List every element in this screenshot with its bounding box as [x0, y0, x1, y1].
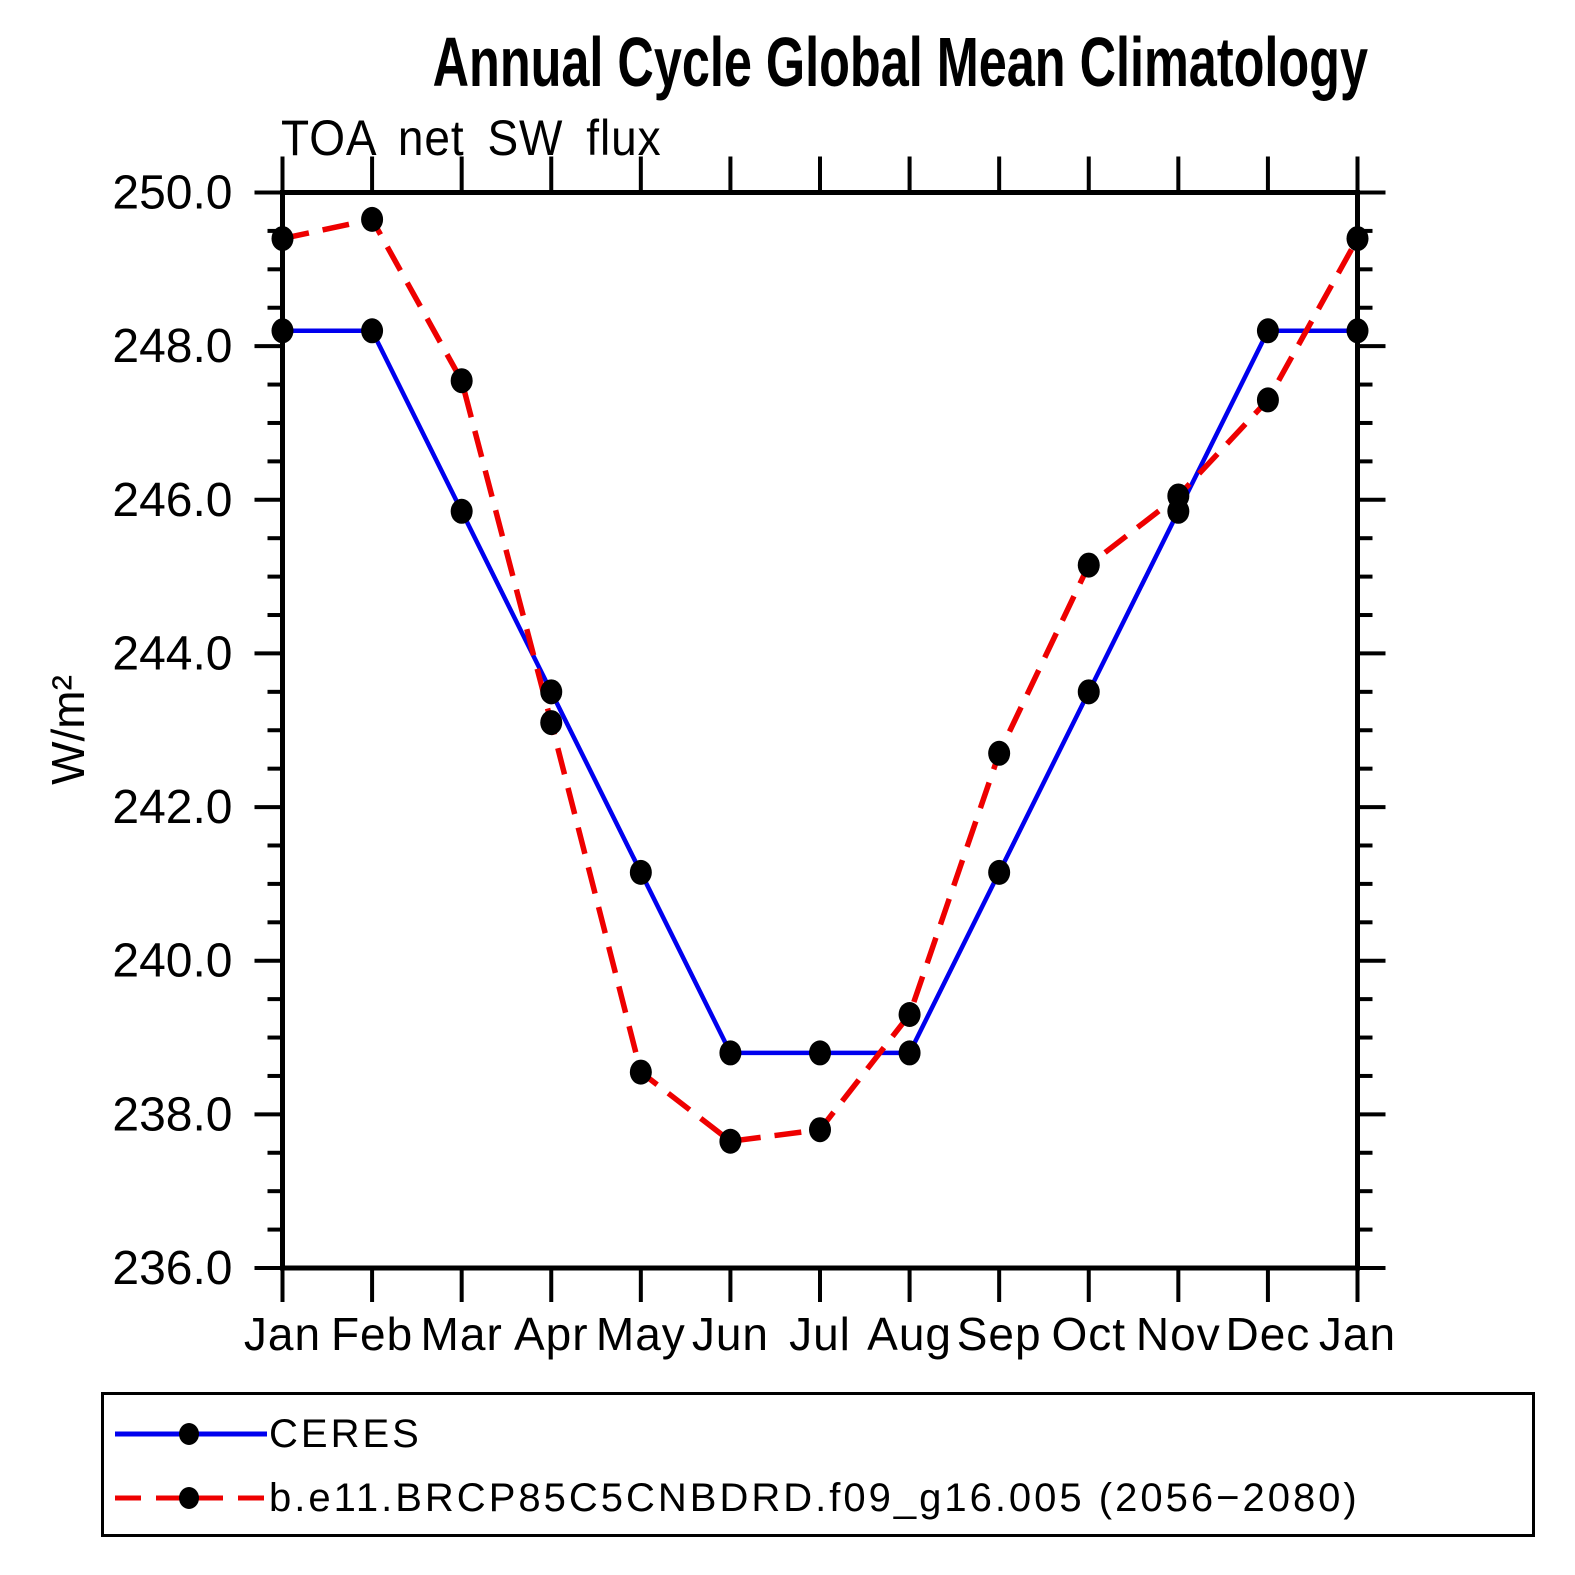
ceres-line-swatch	[115, 1423, 267, 1445]
data-point-marker-series-0	[1346, 318, 1369, 344]
data-point-marker-series-0	[809, 1040, 831, 1066]
data-point-marker-series-0	[361, 318, 384, 344]
legend-marker-dot-icon	[179, 1487, 199, 1509]
data-point-marker-series-1	[271, 226, 294, 252]
x-axis-month-label: Nov	[1136, 1308, 1221, 1360]
x-axis-month-label: Jul	[789, 1308, 851, 1360]
y-axis-tick-label: 240.0	[112, 935, 232, 988]
data-point-marker-series-1	[1256, 387, 1279, 413]
data-point-marker-series-0	[988, 859, 1011, 885]
data-point-marker-series-1	[988, 740, 1011, 766]
data-point-marker-series-0	[450, 498, 473, 524]
y-axis-tick-label: 238.0	[112, 1088, 232, 1141]
x-axis-month-label: Jun	[692, 1308, 769, 1360]
data-point-marker-series-1	[450, 368, 473, 394]
y-axis-tick-label: 250.0	[112, 167, 232, 220]
x-axis-month-label: Feb	[331, 1308, 413, 1360]
legend-item-model: b.e11.BRCP85C5CNBDRD.f09_g16.005 (2056−2…	[109, 1475, 1360, 1521]
series-line-1	[281, 216, 1360, 1145]
data-point-marker-series-1	[719, 1128, 742, 1154]
x-axis-month-label: May	[596, 1308, 686, 1360]
data-point-marker-series-1	[1077, 552, 1100, 578]
x-axis-month-label: Jan	[244, 1308, 321, 1360]
chart-subtitle: TOA net SW flux	[281, 110, 662, 166]
legend-item-ceres: CERES	[109, 1411, 422, 1457]
data-point-marker-series-1	[898, 1001, 921, 1027]
x-axis-month-label: Jan	[1319, 1308, 1396, 1360]
x-axis-month-label: Apr	[514, 1308, 589, 1360]
legend-box: CERES b.e11.BRCP85C5CNBDRD.f09_g16.005 (…	[101, 1392, 1535, 1537]
data-point-marker-series-0	[898, 1040, 921, 1066]
data-point-marker-series-0	[719, 1040, 742, 1066]
data-point-marker-series-1	[1167, 483, 1190, 509]
data-point-marker-series-0	[540, 679, 563, 705]
data-point-marker-series-0	[629, 859, 652, 885]
data-point-marker-series-0	[271, 318, 294, 344]
legend-label-model: b.e11.BRCP85C5CNBDRD.f09_g16.005 (2056−2…	[269, 1476, 1360, 1520]
y-axis-tick-label: 236.0	[112, 1242, 232, 1295]
x-axis-month-label: Sep	[957, 1308, 1042, 1360]
y-axis-tick-label: 244.0	[112, 627, 232, 680]
y-axis-tick-label: 246.0	[112, 474, 232, 527]
data-point-marker-series-1	[1346, 226, 1369, 252]
data-point-marker-series-1	[629, 1059, 652, 1085]
series-line-0	[282, 328, 1358, 1056]
data-point-marker-series-1	[361, 206, 384, 232]
legend-marker-dot-icon	[179, 1423, 199, 1445]
x-axis-month-label: Oct	[1051, 1308, 1126, 1360]
data-point-marker-series-0	[1256, 318, 1279, 344]
plot-frame	[280, 190, 1360, 1271]
data-point-marker-series-1	[540, 710, 563, 736]
data-point-marker-series-0	[1077, 679, 1100, 705]
x-axis-month-label: Aug	[867, 1308, 952, 1360]
model-line-swatch	[115, 1487, 267, 1509]
y-axis-tick-label: 242.0	[112, 781, 232, 834]
x-axis-month-label: Dec	[1226, 1308, 1311, 1360]
y-axis-tick-label: 248.0	[112, 320, 232, 373]
legend-label-ceres: CERES	[269, 1412, 422, 1456]
data-point-marker-series-1	[809, 1117, 831, 1143]
x-axis-month-label: Mar	[421, 1308, 503, 1360]
